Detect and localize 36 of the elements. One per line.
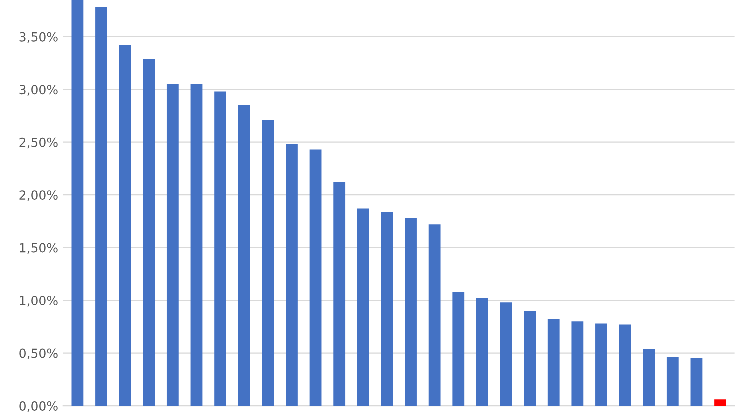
y-tick-label: 3,00% — [20, 85, 58, 96]
y-tick-label: 2,00% — [20, 190, 58, 202]
y-tick-label: 2,50% — [20, 138, 58, 149]
bar — [405, 218, 417, 406]
bar — [334, 182, 346, 406]
bar — [500, 302, 512, 406]
y-tick-label: 3,50% — [20, 32, 58, 44]
bar — [381, 212, 394, 406]
bar — [357, 208, 370, 406]
bar — [96, 7, 108, 406]
bar — [690, 358, 703, 406]
bar — [286, 144, 298, 406]
bar — [524, 311, 536, 406]
bar — [166, 84, 179, 406]
bar — [119, 45, 132, 406]
bar — [428, 224, 441, 406]
bar — [143, 59, 156, 406]
y-tick-label: 0,00% — [20, 401, 58, 412]
bar — [72, 0, 84, 406]
bar — [572, 322, 584, 406]
bar — [666, 358, 679, 406]
bar — [714, 400, 726, 406]
bar — [619, 324, 632, 406]
bar — [238, 105, 250, 406]
bar — [310, 150, 322, 406]
bar — [643, 349, 656, 406]
bar — [596, 324, 608, 406]
bar — [262, 120, 274, 406]
y-tick-label: 0,50% — [20, 348, 58, 360]
bar — [476, 298, 488, 406]
bar — [548, 320, 560, 406]
y-tick-label: 1,00% — [20, 296, 58, 307]
bar — [452, 292, 465, 406]
bar — [190, 84, 203, 406]
bar — [214, 92, 226, 406]
y-tick-label: 1,50% — [20, 243, 58, 254]
